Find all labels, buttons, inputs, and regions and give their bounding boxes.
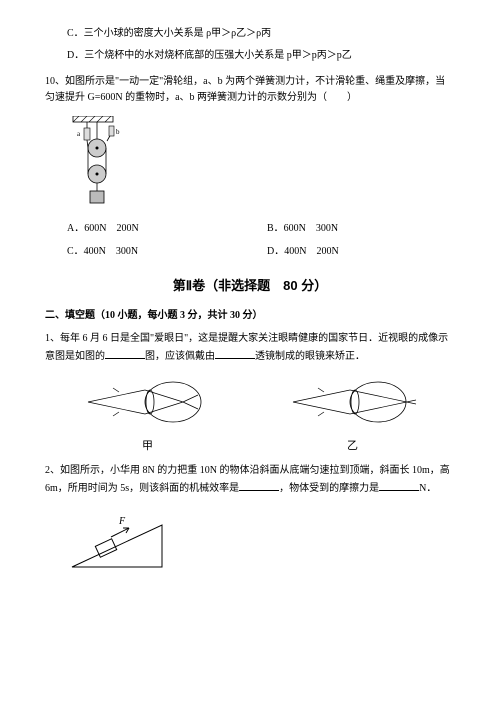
svg-text:b: b (116, 128, 120, 136)
fill-q1: 1、每年 6 月 6 日是全国"爱眼日"，这是提醒大家关注眼睛健康的国家节日．近… (45, 331, 455, 365)
q9-option-c: C．三个小球的密度大小关系是 ρ甲＞ρ乙＞ρ丙 (67, 26, 455, 42)
f2-text3: N． (419, 483, 436, 494)
q10-choices-row1: A．600N 200N B．600N 300N (67, 219, 455, 234)
pulley-diagram: a b (67, 116, 455, 209)
f2-blank1 (239, 479, 279, 491)
q10-choice-c: C．400N 300N (67, 242, 267, 257)
svg-text:a: a (77, 130, 81, 138)
fill-q2: 2、如图所示，小华用 8N 的力把重 10N 的物体沿斜面从底端匀速拉到顶端，斜… (45, 463, 455, 497)
fill-title: 二、填空题（10 小题，每小题 3 分，共计 30 分） (45, 306, 455, 321)
q10-choice-d: D．400N 200N (267, 242, 339, 257)
svg-text:F: F (118, 516, 126, 527)
q10-choice-a: A．600N 200N (67, 219, 267, 234)
section2-title: 第Ⅱ卷（非选择题 80 分） (45, 275, 455, 294)
eye-yi-label: 乙 (288, 437, 418, 453)
q10-choice-b: B．600N 300N (267, 219, 338, 234)
q10-choices-row2: C．400N 300N D．400N 200N (67, 242, 455, 257)
f1-blank2 (215, 347, 255, 359)
q10-stem: 10、如图所示是"一动一定"滑轮组，a、b 为两个弹簧测力计，不计滑轮重、绳重及… (45, 74, 455, 106)
f1-blank1 (105, 347, 145, 359)
eye-jia: 甲 (83, 375, 213, 453)
incline-diagram: F (67, 507, 455, 580)
f2-blank2 (379, 479, 419, 491)
eye-jia-label: 甲 (83, 437, 213, 453)
q9-option-d: D．三个烧杯中的水对烧杯底部的压强大小关系是 p甲＞p丙＞p乙 (67, 48, 455, 64)
f1-text3: 透镜制成的眼镜来矫正． (255, 351, 365, 362)
eye-diagrams: 甲 乙 (45, 375, 455, 453)
f2-text2: ，物体受到的摩擦力是 (279, 483, 379, 494)
f1-text2: 图，应该佩戴由 (145, 351, 215, 362)
eye-yi: 乙 (288, 375, 418, 453)
